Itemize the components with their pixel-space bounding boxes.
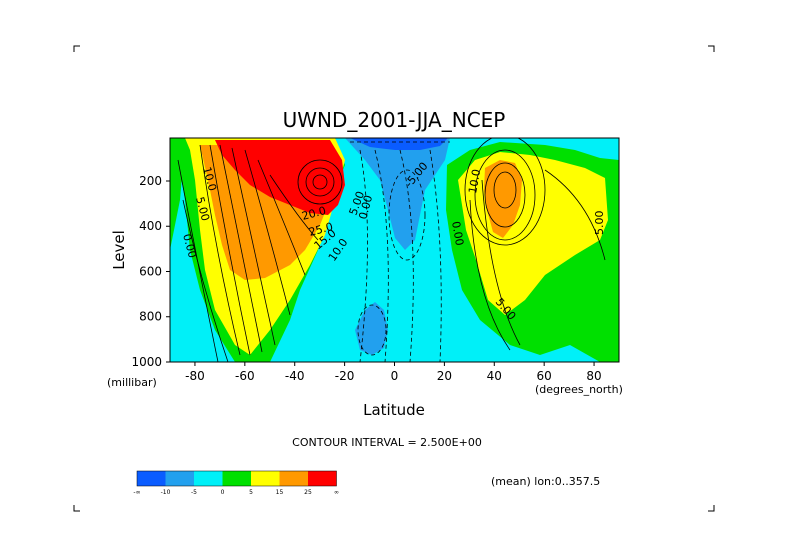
x-tick-label: -20 xyxy=(335,369,355,383)
band-green-west-edge xyxy=(170,138,185,250)
contour-label: 5.00 xyxy=(193,195,212,222)
colorbar-swatch xyxy=(308,471,337,486)
colorbar: -∞ -10 -5 0 5 15 25 ∞ xyxy=(133,470,339,496)
x-tick-label: 40 xyxy=(487,369,502,383)
x-tick-label: 80 xyxy=(586,369,601,383)
colorbar-tick-label: 0 xyxy=(221,489,225,496)
colorbar-tick-label: 15 xyxy=(276,489,284,496)
band-orange-north xyxy=(484,160,522,238)
footnote-text: (mean) lon:0..357.5 xyxy=(491,475,600,488)
band-blue-equator xyxy=(345,138,450,250)
x-axis-label: Latitude xyxy=(363,401,425,419)
x-tick-label: 60 xyxy=(537,369,552,383)
colorbar-swatch xyxy=(137,471,166,486)
contour-label: 10.0 xyxy=(200,165,219,192)
x-tick-label: -60 xyxy=(235,369,255,383)
contour-label: 5.00 xyxy=(593,211,606,236)
band-darkblue-top xyxy=(350,138,448,150)
y-tick-label: 200 xyxy=(139,174,162,188)
x-tick-label: -80 xyxy=(185,369,205,383)
x-tick-label: -40 xyxy=(285,369,305,383)
chart-title: UWND_2001-JJA_NCEP xyxy=(283,108,506,132)
contour-lines xyxy=(177,138,606,362)
x-axis-ticks: -80 -60 -40 -20 0 20 40 60 80 xyxy=(185,362,602,383)
y-axis-ticks: 200 400 600 800 1000 xyxy=(131,174,170,369)
contour-labels: 10.0 5.00 0.00 20.0 25.0 15.0 10.0 5.00 … xyxy=(180,160,606,323)
contour-label: 20.0 xyxy=(300,204,327,223)
y-tick-label: 600 xyxy=(139,264,162,278)
colorbar-swatch xyxy=(279,471,308,486)
colorbar-tick-label: 25 xyxy=(304,489,312,496)
dashed-contour-lines xyxy=(350,141,450,362)
y-tick-label: 1000 xyxy=(131,355,162,369)
contour-label: 25.0 xyxy=(307,220,334,239)
colorbar-tick-label: -∞ xyxy=(133,489,140,496)
contour-interval-text: CONTOUR INTERVAL = 2.500E+00 xyxy=(292,436,482,449)
x-units-label: (degrees_north) xyxy=(535,383,623,396)
contour-label: 0.00 xyxy=(449,220,466,246)
y-axis-label: Level xyxy=(110,230,128,270)
y-units-label: (millibar) xyxy=(107,376,157,389)
x-tick-label: 0 xyxy=(391,369,399,383)
colorbar-swatch xyxy=(194,471,223,486)
x-tick-label: 20 xyxy=(437,369,452,383)
colorbar-tick-label: ∞ xyxy=(334,489,339,496)
colorbar-swatch xyxy=(222,471,251,486)
y-tick-label: 400 xyxy=(139,219,162,233)
colorbar-tick-label: -5 xyxy=(191,489,197,496)
colorbar-tick-label: 5 xyxy=(249,489,253,496)
band-blue-lower xyxy=(355,302,388,355)
colorbar-tick-label: -10 xyxy=(161,489,171,496)
colorbar-frame xyxy=(136,470,337,487)
corner-marks xyxy=(73,45,715,512)
plot-area: 10.0 5.00 0.00 20.0 25.0 15.0 10.0 5.00 … xyxy=(170,138,619,362)
contour-label: 0.00 xyxy=(180,232,199,259)
y-tick-label: 800 xyxy=(139,310,162,324)
colorbar-swatch xyxy=(251,471,280,486)
contour-label: 0.00 xyxy=(356,194,375,221)
colorbar-swatch xyxy=(165,471,194,486)
contour-label: 10.0 xyxy=(466,168,483,194)
